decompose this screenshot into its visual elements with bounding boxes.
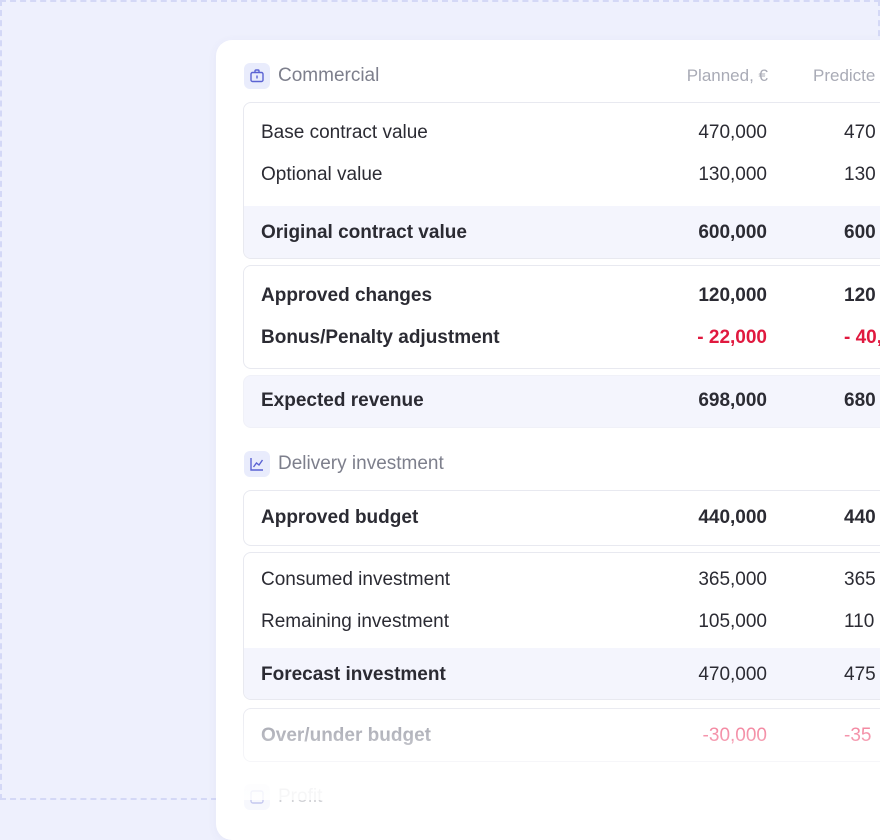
row-label: Approved budget <box>261 507 419 528</box>
delivery-section-header: Delivery investment <box>244 449 444 479</box>
planned-value: 105,000 <box>698 611 767 632</box>
total-row: Forecast investment 470,000 475 <box>244 648 880 699</box>
profit-section-header: Profit <box>244 782 322 812</box>
section-title: Profit <box>278 786 323 807</box>
table-row: Approved budget 440,000 440 <box>244 497 880 539</box>
column-header-predicted: Predicte <box>813 66 876 85</box>
planned-value: 470,000 <box>698 663 767 685</box>
contract-value-group: Base contract value 470,000 470 Optional… <box>243 102 880 259</box>
investment-group: Consumed investment 365,000 365 Remainin… <box>243 552 880 700</box>
predicted-value: 365 <box>844 569 876 590</box>
planned-value: 130,000 <box>698 164 767 185</box>
table-row: Base contract value 470,000 470 <box>244 112 880 154</box>
table-row: Over/under budget -30,000 -35 <box>244 715 880 757</box>
line-chart-icon <box>244 451 270 477</box>
planned-value: -30,000 <box>702 725 767 746</box>
briefcase-icon <box>244 63 270 89</box>
predicted-value: 470 <box>844 122 876 143</box>
row-label: Consumed investment <box>261 569 451 590</box>
table-row: Optional value 130,000 130 <box>244 154 880 196</box>
predicted-value: 440 <box>844 507 876 528</box>
planned-value: 470,000 <box>698 122 767 143</box>
commercial-section-header: Commercial <box>244 61 379 91</box>
over-under-group: Over/under budget -30,000 -35 <box>243 708 880 762</box>
approved-budget-group: Approved budget 440,000 440 <box>243 490 880 546</box>
total-row: Expected revenue 698,000 680 <box>244 380 880 422</box>
table-row: Consumed investment 365,000 365 <box>244 559 880 601</box>
row-label: Approved changes <box>261 285 433 306</box>
predicted-value: 130 <box>844 164 876 185</box>
row-label: Over/under budget <box>261 725 431 746</box>
row-label: Forecast investment <box>261 663 446 685</box>
predicted-value: 120 <box>844 285 876 306</box>
section-title: Commercial <box>278 65 380 86</box>
row-label: Optional value <box>261 164 383 185</box>
column-header-planned: Planned, € <box>686 66 768 85</box>
planned-value: 365,000 <box>698 569 767 590</box>
row-label: Expected revenue <box>261 390 424 411</box>
predicted-value: - 40, <box>844 327 880 348</box>
planned-value: 600,000 <box>698 222 767 243</box>
section-title: Delivery investment <box>278 453 444 474</box>
total-row: Original contract value 600,000 600 <box>244 206 880 258</box>
planned-value: 698,000 <box>698 390 767 411</box>
row-label: Remaining investment <box>261 611 449 632</box>
predicted-value: 600 <box>844 222 876 243</box>
table-row: Approved changes 120,000 120 <box>244 275 880 317</box>
predicted-value: -35 <box>844 725 872 746</box>
predicted-value: 680 <box>844 390 876 411</box>
changes-group: Approved changes 120,000 120 Bonus/Penal… <box>243 265 880 369</box>
table-row: Remaining investment 105,000 110 <box>244 601 880 643</box>
table-row: Bonus/Penalty adjustment - 22,000 - 40, <box>244 317 880 359</box>
row-label: Original contract value <box>261 222 467 243</box>
predicted-value: 475 <box>844 663 876 685</box>
row-label: Base contract value <box>261 122 428 143</box>
profit-icon <box>244 784 270 810</box>
planned-value: - 22,000 <box>697 327 767 348</box>
expected-revenue-group: Expected revenue 698,000 680 <box>243 375 880 428</box>
planned-value: 440,000 <box>698 507 767 528</box>
planned-value: 120,000 <box>698 285 767 306</box>
row-label: Bonus/Penalty adjustment <box>261 327 500 348</box>
predicted-value: 110 <box>844 611 875 632</box>
